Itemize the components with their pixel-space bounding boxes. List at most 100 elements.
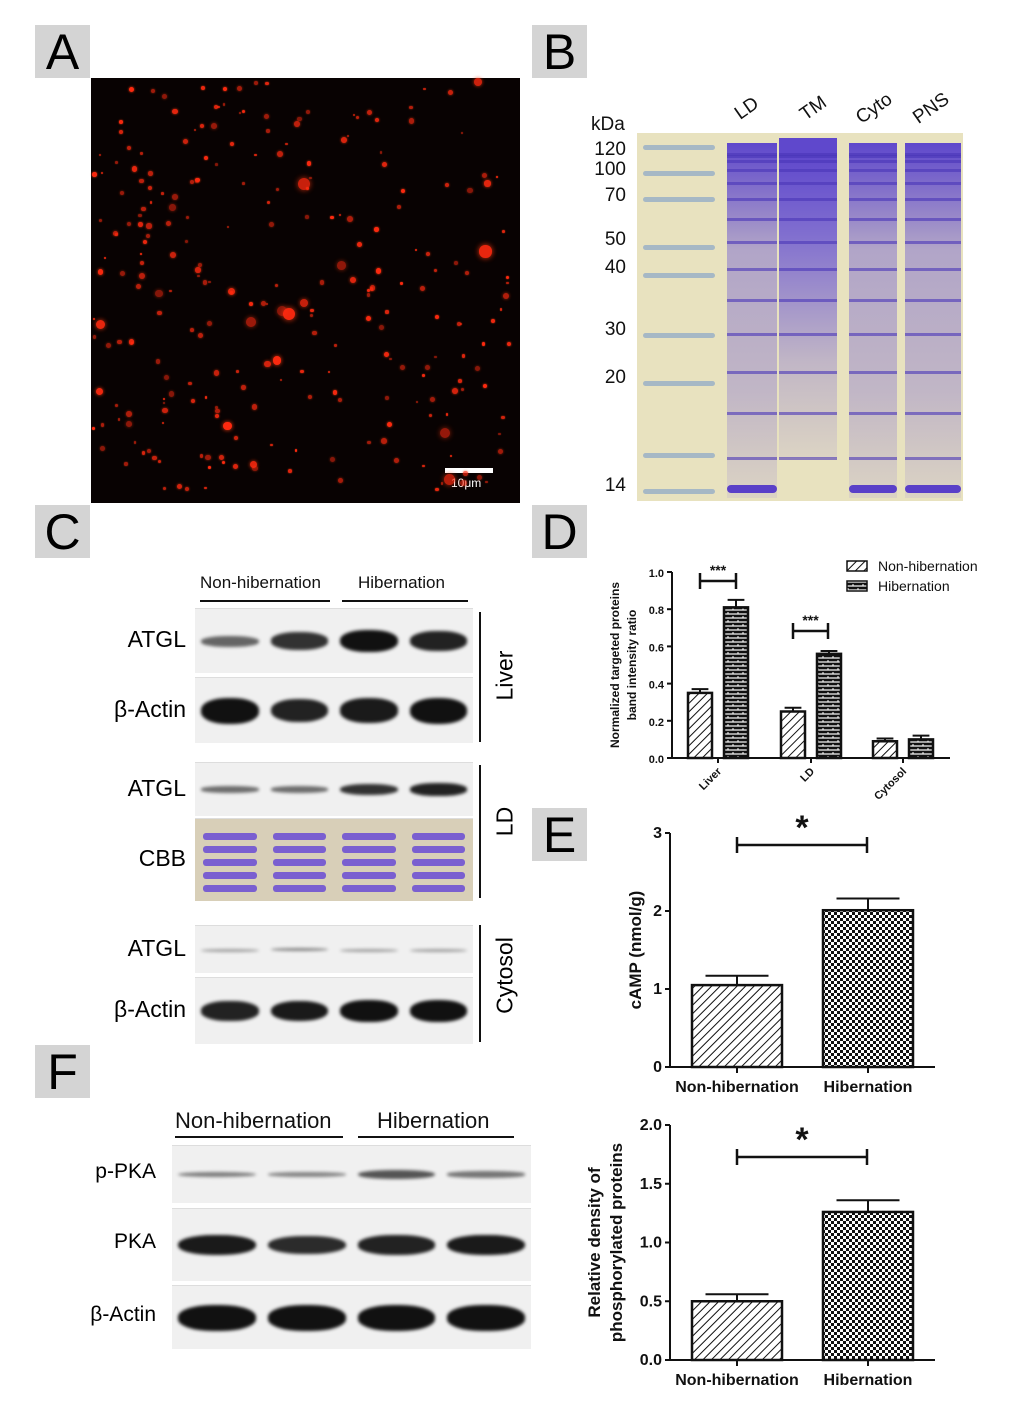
protein-band <box>905 412 961 416</box>
lipid-droplet <box>195 177 200 183</box>
ladder-band <box>643 489 715 494</box>
y-tick-label: 0.8 <box>649 605 664 617</box>
lipid-droplet <box>305 109 310 114</box>
lipid-droplet <box>219 454 225 460</box>
bar <box>779 710 807 760</box>
protein-band <box>178 1171 256 1178</box>
group-line <box>358 1136 514 1138</box>
lipid-droplet <box>266 129 270 133</box>
lipid-droplet <box>155 358 161 364</box>
lipid-droplet <box>355 115 360 120</box>
row-label: ATGL <box>127 774 186 801</box>
significance-marker: * <box>795 809 809 847</box>
lipid-droplet <box>194 128 197 131</box>
lipid-droplet <box>226 226 230 229</box>
lipid-droplet <box>138 222 143 227</box>
lipid-droplet <box>199 454 203 458</box>
lipid-droplet <box>475 366 481 372</box>
lipid-droplet <box>204 396 208 399</box>
lipid-droplet <box>205 454 211 460</box>
lipid-droplet <box>341 137 347 144</box>
lipid-droplet <box>457 321 462 326</box>
row-label: ATGL <box>127 934 186 961</box>
lipid-droplet <box>330 215 334 220</box>
lipid-droplet <box>172 108 178 115</box>
panel-label-e: E <box>532 808 587 863</box>
kda-marker: 50 <box>604 229 626 250</box>
lipid-droplet <box>237 85 243 91</box>
x-tick-label: Liver <box>697 765 725 793</box>
lipid-droplet <box>249 302 254 306</box>
lipid-droplet <box>230 291 234 294</box>
cbb-band <box>203 846 257 853</box>
lipid-droplet <box>337 261 346 270</box>
lipid-droplet <box>366 288 370 292</box>
lipid-droplet <box>182 138 188 144</box>
protein-band <box>727 333 777 336</box>
ladder-band <box>643 245 715 250</box>
ladder-band <box>643 453 715 458</box>
lipid-droplet <box>222 103 226 106</box>
protein-band <box>201 635 259 647</box>
y-tick-label: 1.0 <box>640 1235 662 1252</box>
lipid-droplet <box>190 398 196 404</box>
protein-band <box>905 457 961 461</box>
protein-band <box>409 697 467 724</box>
lipid-droplet <box>119 271 125 277</box>
ladder-band <box>643 273 715 278</box>
lipid-droplet <box>299 299 308 308</box>
lipid-droplet <box>382 161 388 167</box>
group-label-hibernation: Hibernation <box>358 573 445 592</box>
cbb-band <box>272 872 326 879</box>
lipid-droplet <box>115 161 118 165</box>
lipid-droplet <box>327 370 330 374</box>
protein-band <box>340 698 398 723</box>
protein-band <box>905 268 961 272</box>
lipid-droplet <box>162 487 166 491</box>
kda-marker: 14 <box>604 475 626 496</box>
ladder-band <box>643 145 715 150</box>
lipid-droplet <box>452 388 459 394</box>
cbb-band <box>272 833 326 840</box>
lipid-droplet <box>103 256 106 259</box>
lipid-droplet <box>381 437 387 444</box>
lipid-droplet <box>239 111 242 115</box>
panel-label-d: D <box>532 505 587 560</box>
protein-band <box>270 632 328 650</box>
protein-band <box>849 198 897 201</box>
protein-band <box>849 154 897 158</box>
y-axis-label: phosphorylated proteins <box>607 1143 626 1342</box>
lipid-droplet <box>92 172 97 177</box>
lipid-droplet <box>497 448 503 454</box>
lipid-droplet <box>400 282 403 285</box>
protein-band <box>270 1000 328 1022</box>
protein-band <box>201 697 259 724</box>
lipid-droplet <box>190 328 194 333</box>
lipid-droplet <box>165 220 172 227</box>
lipid-droplet-micrograph: 10μm <box>91 78 520 503</box>
lipid-droplet <box>221 460 225 464</box>
lipid-droplet <box>306 186 310 190</box>
y-tick-label: 0.5 <box>640 1293 662 1310</box>
lipid-droplet <box>252 465 258 472</box>
protein-band <box>357 1304 436 1331</box>
lipid-droplet <box>189 180 194 185</box>
lipid-droplet <box>249 460 257 468</box>
protein-band <box>905 333 961 336</box>
lipid-droplet <box>161 421 164 424</box>
protein-band <box>727 412 777 416</box>
lipid-droplet <box>254 154 257 157</box>
lipid-droplet <box>208 280 211 283</box>
lipid-droplet <box>264 113 270 119</box>
lipid-droplet <box>96 387 104 395</box>
protein-band <box>849 181 897 185</box>
cbb-band <box>342 859 396 866</box>
protein-band <box>905 198 961 201</box>
lipid-droplet <box>149 201 153 204</box>
protein-band <box>779 169 837 173</box>
ladder-band <box>643 171 715 176</box>
lipid-droplet <box>429 396 436 403</box>
lipid-droplet <box>184 486 190 492</box>
blot-strip <box>172 1145 531 1203</box>
